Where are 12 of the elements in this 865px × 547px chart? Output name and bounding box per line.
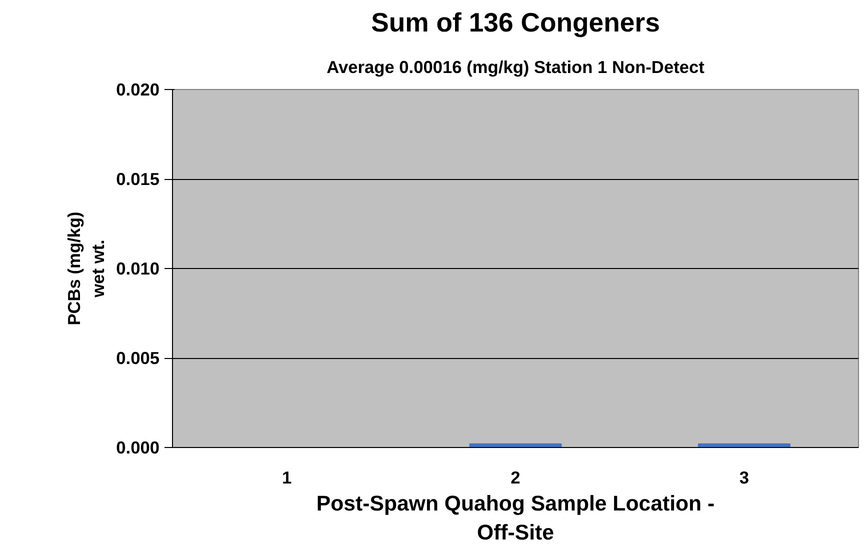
y-tick-label: 0.005 (116, 348, 160, 368)
y-tick-label: 0.020 (116, 80, 160, 100)
chart-subtitle: Average 0.00016 (mg/kg) Station 1 Non-Detect (326, 57, 705, 77)
x-axis-title: Post-Spawn Quahog Sample Location - Off-Site (316, 492, 715, 544)
y-tick-label: 0.010 (116, 258, 160, 278)
y-axis-title: PCBs (mg/kg) wet wt. (64, 212, 108, 326)
y-tick-label: 0.015 (116, 169, 160, 189)
x-tick-label: 2 (510, 468, 520, 488)
chart-title: Sum of 136 Congeners (371, 8, 660, 38)
y-tick-label: 0.000 (116, 438, 160, 458)
x-tick-label: 1 (282, 468, 292, 488)
x-tick-label: 3 (739, 468, 750, 488)
